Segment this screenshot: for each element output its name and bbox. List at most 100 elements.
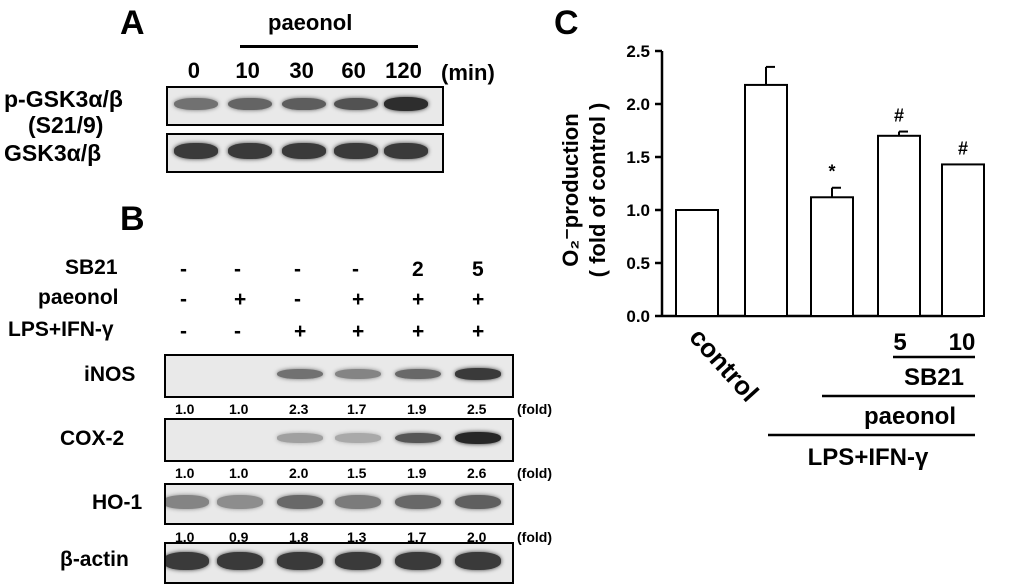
blot-0-band	[455, 368, 501, 380]
y-tick-label: 1.5	[626, 148, 650, 167]
condition-cell: +	[294, 320, 307, 343]
fold-unit: (fold)	[517, 401, 552, 417]
panel-a-treatment-line	[240, 45, 418, 48]
timepoint-label: 0	[187, 58, 200, 83]
blot-ho1	[164, 483, 514, 525]
blot-2-band	[277, 494, 323, 510]
condition-cell: +	[412, 288, 425, 311]
panel-a-letter: A	[120, 4, 145, 42]
x-label-paeonol: paeonol	[864, 403, 956, 430]
condition-cell: +	[472, 288, 485, 311]
bar	[810, 196, 854, 317]
panel-c-letter: C	[554, 4, 579, 42]
condition-cell: -	[180, 258, 187, 281]
condition-cell: 2	[412, 258, 424, 281]
condition-label-sb21: SB21	[65, 256, 118, 279]
x-label-control: control	[684, 322, 765, 408]
condition-cell: -	[352, 258, 359, 281]
fold-value: 1.0	[175, 401, 195, 417]
blot-label-cox2: COX-2	[60, 427, 125, 450]
fold-value: 0.9	[229, 529, 249, 545]
y-tick-label: 0.5	[626, 254, 650, 273]
condition-cell: -	[234, 258, 241, 281]
condition-cell: -	[234, 320, 241, 343]
fold-unit: (fold)	[517, 529, 552, 545]
panel-a-row2-label: GSK3α/β	[4, 140, 102, 166]
blot-inos	[164, 354, 514, 398]
blot-0-band	[395, 368, 441, 380]
condition-cell: +	[412, 320, 425, 343]
blot-beta-actin	[164, 542, 514, 584]
gsk3-band	[384, 143, 428, 159]
blot-2-band	[395, 494, 441, 510]
p-gsk3-band	[384, 97, 428, 111]
blot-gsk3	[166, 133, 444, 173]
p-gsk3-band	[174, 97, 218, 111]
blot-cox2	[164, 418, 514, 462]
panel-a-unit: (min)	[441, 60, 495, 85]
condition-cell: +	[234, 288, 247, 311]
y-axis-title-line1: O₂⁻production	[558, 113, 583, 266]
fold-unit: (fold)	[517, 465, 552, 481]
fold-value: 1.3	[347, 529, 367, 545]
bar	[941, 163, 985, 317]
blot-1-band	[277, 433, 323, 443]
blot-1-band	[395, 432, 441, 444]
fold-value: 2.6	[467, 465, 487, 481]
significance-mark: #	[958, 138, 968, 158]
timepoint-label: 30	[289, 58, 314, 83]
condition-cell: -	[294, 288, 301, 311]
blot-1-band	[335, 433, 381, 443]
significance-mark: *	[828, 162, 835, 182]
y-axis-title: O₂⁻production ( fold of control )	[558, 103, 610, 278]
gsk3-band	[228, 143, 272, 159]
blot-3-band	[395, 552, 441, 570]
fold-value: 1.7	[407, 529, 427, 545]
panel-a-row1-label: p-GSK3α/β	[4, 86, 123, 112]
gsk3-band	[174, 143, 218, 159]
condition-cell: +	[472, 320, 485, 343]
blot-3-band	[455, 552, 501, 570]
fold-value: 1.0	[229, 401, 249, 417]
gsk3-band	[282, 143, 326, 159]
y-tick-label: 2.0	[626, 95, 650, 114]
blot-0-band	[277, 368, 323, 380]
blot-3-band	[335, 552, 381, 570]
blot-2-band	[166, 495, 209, 509]
fold-value: 2.0	[467, 529, 487, 545]
x-label-sb21: SB21	[904, 364, 964, 391]
fold-value: 1.9	[407, 401, 427, 417]
condition-label-paeonol: paeonol	[38, 286, 119, 309]
fold-value: 1.7	[347, 401, 367, 417]
condition-label-lps-ifn: LPS+IFN-γ	[8, 318, 114, 341]
blot-1-band	[455, 432, 501, 444]
blot-2-band	[335, 495, 381, 509]
blot-3-band	[217, 552, 263, 570]
y-tick-label: 2.5	[626, 42, 650, 61]
panel-a-treatment-label: paeonol	[268, 10, 353, 35]
condition-cell: -	[180, 288, 187, 311]
blot-label-inos: iNOS	[84, 363, 136, 386]
blot-p-gsk3	[166, 86, 444, 126]
timepoint-label: 10	[235, 58, 260, 83]
y-axis-title-line2: ( fold of control )	[585, 103, 610, 278]
fold-value: 1.0	[229, 465, 249, 481]
condition-cell: -	[294, 258, 301, 281]
bar	[744, 83, 788, 317]
fold-value: 1.0	[175, 465, 195, 481]
fold-value: 2.0	[289, 465, 309, 481]
bar	[675, 209, 719, 317]
chart-x-labels: control 5 10 SB21 paeonol LPS+IFN-γ	[684, 322, 976, 471]
fold-value: 1.8	[289, 529, 309, 545]
fold-value: 1.0	[175, 529, 195, 545]
fold-value: 2.5	[467, 401, 487, 417]
y-tick-label: 0.0	[626, 307, 650, 326]
bar	[877, 134, 921, 317]
condition-cell: -	[180, 320, 187, 343]
p-gsk3-band	[282, 97, 326, 111]
blot-2-band	[217, 495, 263, 509]
blot-2-band	[455, 494, 501, 510]
condition-cell: +	[352, 288, 365, 311]
x-label-sb-dose-5: 5	[893, 329, 906, 356]
